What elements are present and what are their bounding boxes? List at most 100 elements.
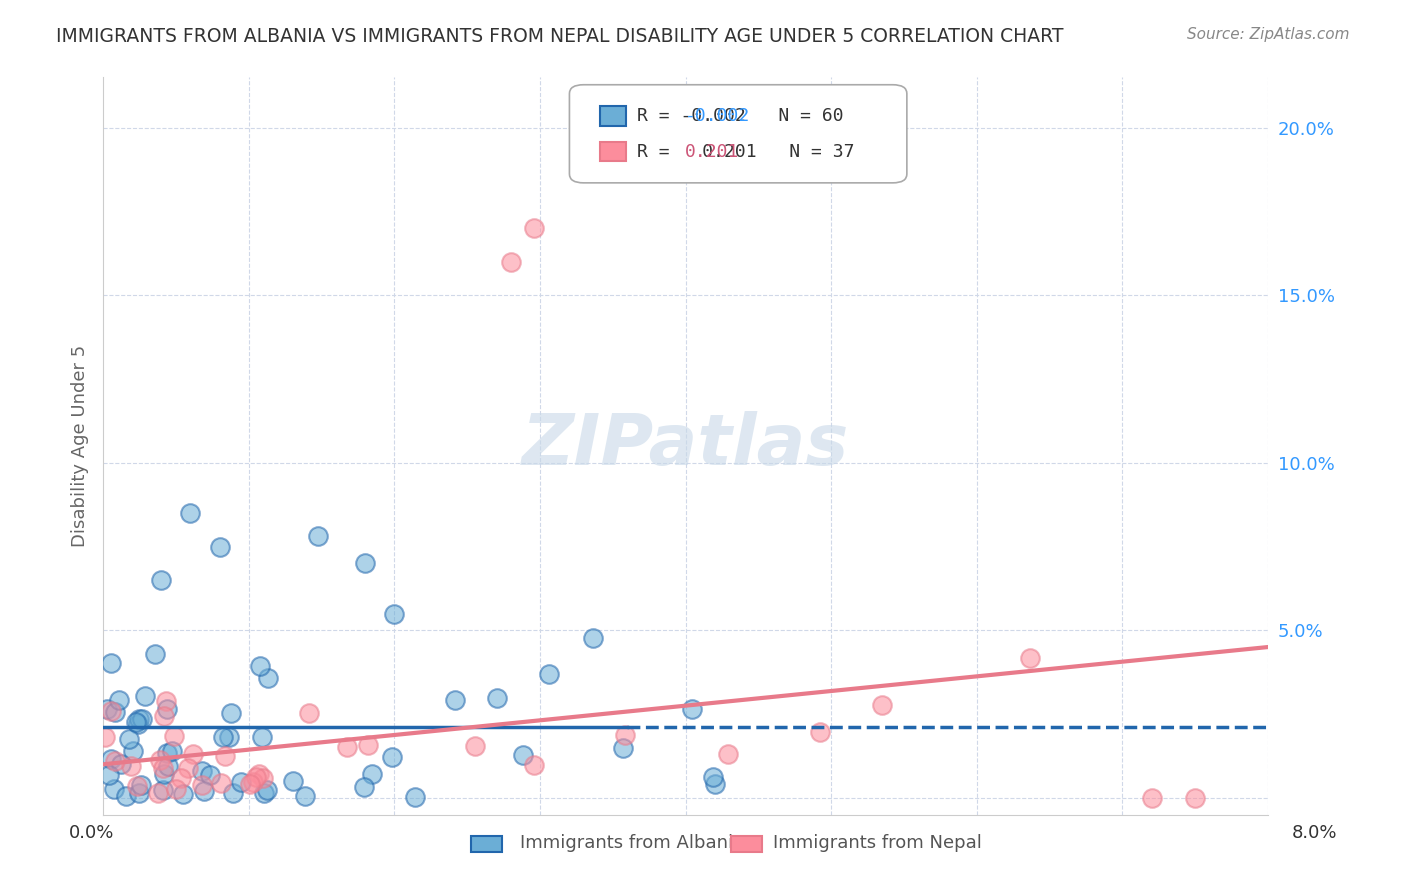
Text: R =   0.201   N = 37: R = 0.201 N = 37 (637, 143, 855, 161)
Point (297, 706, 319, 721)
Y-axis label: Disability Age Under 5: Disability Age Under 5 (72, 345, 89, 547)
Point (245, 770, 267, 784)
Point (98, 768, 121, 782)
Text: R = -0.002   N = 60: R = -0.002 N = 60 (637, 107, 844, 125)
Point (381, 749, 404, 764)
Point (208, 540, 231, 554)
Point (191, 778, 214, 792)
Point (211, 730, 233, 744)
Point (582, 631, 605, 645)
Point (872, 698, 894, 712)
Point (357, 738, 380, 752)
Point (336, 740, 359, 755)
Point (523, 758, 546, 772)
Point (464, 739, 486, 754)
Point (523, 221, 546, 235)
Point (221, 706, 243, 720)
Point (155, 746, 177, 760)
Point (191, 764, 214, 778)
Point (382, 607, 405, 621)
Point (252, 771, 274, 785)
Point (150, 573, 173, 587)
Point (115, 789, 138, 803)
Point (485, 691, 508, 706)
Point (170, 772, 193, 786)
Point (93, 731, 115, 745)
Point (249, 659, 271, 673)
Point (294, 789, 316, 804)
Point (127, 779, 149, 793)
Point (1184, 790, 1206, 805)
Text: ZIPatlas: ZIPatlas (522, 411, 849, 481)
Point (128, 712, 150, 726)
Point (118, 731, 141, 746)
Point (177, 761, 200, 775)
Point (152, 761, 174, 775)
Point (242, 775, 264, 789)
Point (239, 777, 262, 791)
Point (96, 701, 118, 715)
Point (443, 693, 465, 707)
Point (104, 754, 127, 768)
Point (134, 689, 156, 703)
Point (181, 747, 204, 761)
Point (152, 766, 174, 780)
Point (1140, 790, 1163, 805)
Text: -0.002: -0.002 (685, 107, 749, 125)
Point (160, 744, 183, 758)
Point (252, 731, 274, 745)
Point (125, 715, 148, 730)
Point (155, 702, 177, 716)
Point (354, 556, 377, 570)
Point (120, 759, 142, 773)
Point (172, 787, 194, 801)
Point (127, 716, 149, 731)
Point (110, 757, 132, 772)
Point (165, 781, 187, 796)
Point (247, 767, 270, 781)
Point (145, 647, 167, 661)
Point (612, 741, 634, 756)
Point (256, 783, 278, 797)
Point (146, 786, 169, 800)
Point (613, 728, 636, 742)
Point (100, 704, 122, 718)
Point (253, 786, 276, 800)
Text: 8.0%: 8.0% (1292, 824, 1337, 842)
Point (198, 768, 221, 782)
Point (209, 776, 232, 790)
Point (152, 783, 174, 797)
Point (104, 705, 127, 719)
Text: Source: ZipAtlas.com: Source: ZipAtlas.com (1187, 27, 1350, 42)
Point (512, 747, 534, 762)
Point (103, 781, 125, 796)
Point (1019, 650, 1042, 665)
Point (222, 786, 245, 800)
Point (704, 777, 727, 791)
Point (214, 748, 236, 763)
Text: 0.201: 0.201 (685, 143, 740, 161)
Point (129, 778, 152, 792)
Text: Immigrants from Albania: Immigrants from Albania (520, 834, 744, 852)
Point (131, 712, 153, 726)
Point (404, 790, 426, 805)
Point (537, 667, 560, 681)
Point (307, 529, 329, 543)
Point (100, 657, 122, 671)
Point (100, 752, 122, 766)
Point (681, 702, 703, 716)
Point (231, 775, 253, 789)
Text: Immigrants from Nepal: Immigrants from Nepal (773, 834, 983, 852)
Point (108, 692, 131, 706)
Point (257, 671, 280, 685)
Point (360, 767, 382, 781)
Point (149, 753, 172, 767)
Point (163, 729, 186, 743)
Point (179, 506, 201, 520)
Point (808, 725, 831, 739)
Point (157, 759, 180, 773)
Point (128, 786, 150, 800)
Point (717, 747, 740, 761)
Point (499, 254, 522, 268)
Point (702, 770, 724, 784)
